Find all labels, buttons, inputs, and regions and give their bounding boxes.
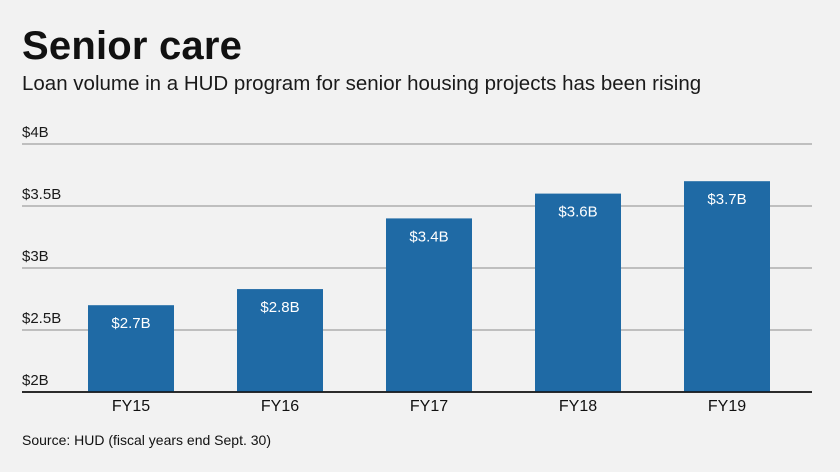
data-label: $2.7B: [111, 315, 150, 332]
data-label: $3.7B: [707, 191, 746, 208]
y-tick-label: $2B: [22, 372, 49, 389]
bar: [535, 193, 621, 392]
chart-title: Senior care: [22, 24, 243, 68]
bar: [684, 181, 770, 392]
data-label: $3.6B: [558, 204, 597, 221]
y-tick-label: $3B: [22, 248, 49, 265]
y-tick-label: $3.5B: [22, 186, 61, 203]
y-tick-label: $4B: [22, 124, 49, 141]
data-label: $3.4B: [409, 228, 448, 245]
y-tick-label: $2.5B: [22, 310, 61, 327]
bar: [386, 218, 472, 392]
x-tick-label: FY15: [112, 398, 150, 415]
source-note: Source: HUD (fiscal years end Sept. 30): [22, 432, 271, 448]
x-tick-label: FY17: [410, 398, 448, 415]
x-tick-label: FY16: [261, 398, 299, 415]
x-tick-label: FY19: [708, 398, 746, 415]
x-tick-label: FY18: [559, 398, 597, 415]
data-label: $2.8B: [260, 299, 299, 316]
bar: [88, 305, 174, 392]
bar: [237, 289, 323, 392]
chart-subtitle: Loan volume in a HUD program for senior …: [22, 72, 702, 95]
